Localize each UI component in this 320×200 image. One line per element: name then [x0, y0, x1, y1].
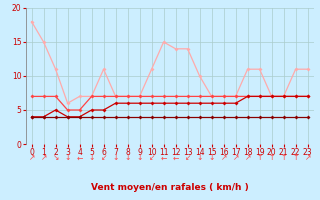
Text: ↑: ↑ [256, 154, 263, 162]
Text: ↓: ↓ [124, 154, 131, 162]
Text: ↓: ↓ [88, 154, 95, 162]
Text: ↓: ↓ [64, 154, 71, 162]
Text: ↘: ↘ [52, 154, 59, 162]
Text: ↙: ↙ [184, 154, 191, 162]
Text: ↗: ↗ [304, 154, 311, 162]
Text: ↑: ↑ [280, 154, 287, 162]
Text: ↓: ↓ [196, 154, 203, 162]
Text: ↑: ↑ [268, 154, 275, 162]
Text: ↓: ↓ [112, 154, 119, 162]
Text: ↗: ↗ [244, 154, 251, 162]
Text: ↓: ↓ [208, 154, 215, 162]
Text: ↙: ↙ [100, 154, 107, 162]
Text: ↗: ↗ [28, 154, 35, 162]
Text: ↓: ↓ [136, 154, 143, 162]
Text: ↑: ↑ [292, 154, 299, 162]
Text: Vent moyen/en rafales ( km/h ): Vent moyen/en rafales ( km/h ) [91, 183, 248, 192]
Text: ↗: ↗ [220, 154, 227, 162]
Text: ←: ← [172, 154, 179, 162]
Text: ←: ← [160, 154, 167, 162]
Text: ↙: ↙ [148, 154, 155, 162]
Text: ↗: ↗ [232, 154, 239, 162]
Text: ↗: ↗ [40, 154, 47, 162]
Text: ←: ← [76, 154, 83, 162]
